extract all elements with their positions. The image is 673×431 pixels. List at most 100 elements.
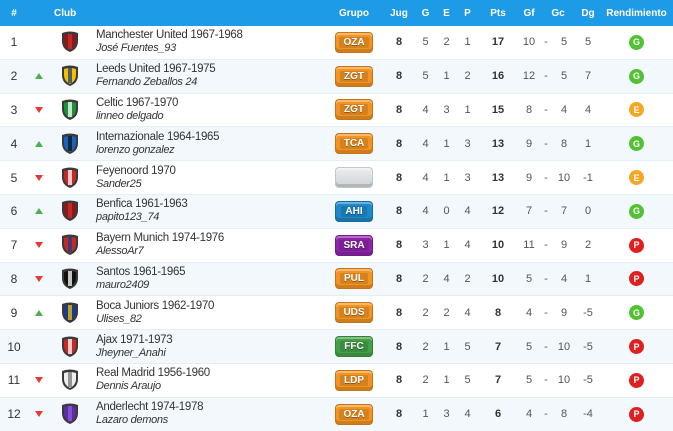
- header-club[interactable]: Club: [54, 7, 77, 19]
- played-cell: 8: [395, 171, 403, 184]
- group-badge[interactable]: LDP: [335, 369, 373, 391]
- trend-up-icon: [28, 208, 50, 215]
- manager-name[interactable]: papito123_74: [96, 211, 160, 224]
- lost-cell: 2: [464, 272, 471, 285]
- trend-up-icon: [28, 309, 50, 316]
- table-body: 1 Manchester United 1967-1968 José Fuentes…: [0, 26, 673, 431]
- goals-for-cell: 9: [525, 171, 533, 184]
- club-name[interactable]: Feyenoord 1970: [96, 164, 176, 177]
- table-row[interactable]: 2 Leeds United 1967-1975 Fernando Zeballos…: [0, 59, 673, 94]
- club-cell[interactable]: Ajax 1971-1973 Jheyner_Anahi: [90, 334, 325, 360]
- group-cell: TCA: [325, 133, 383, 155]
- trend-down-icon: [28, 377, 50, 384]
- group-code: UDS: [339, 307, 369, 319]
- club-cell[interactable]: Anderlecht 1974-1978 Lazaro demons: [90, 401, 325, 427]
- table-row[interactable]: 4 Internazionale 1964-1965 lorenzo gonzale…: [0, 127, 673, 162]
- lost-cell: 2: [464, 70, 471, 83]
- group-badge[interactable]: SRA: [335, 234, 373, 256]
- group-badge[interactable]: PUL: [335, 268, 373, 290]
- won-cell: 2: [422, 306, 429, 319]
- table-row[interactable]: 7 Bayern Munich 1974-1976 AlessoAr7 SRA 8 3 1 4…: [0, 228, 673, 263]
- club-cell[interactable]: Celtic 1967-1970 linneo delgado: [90, 97, 325, 123]
- header-rendimiento[interactable]: Rendimiento: [606, 7, 667, 19]
- played-cell: 8: [395, 36, 403, 49]
- group-badge[interactable]: ZGT: [335, 65, 373, 87]
- black-white-shield-icon: [50, 268, 90, 290]
- group-badge[interactable]: AHI: [335, 200, 373, 222]
- group-cell: ZGT: [325, 65, 383, 87]
- header-pos[interactable]: #: [11, 7, 17, 19]
- group-badge[interactable]: ZGT: [335, 99, 373, 121]
- manager-name[interactable]: Jheyner_Anahi: [96, 346, 166, 359]
- table-row[interactable]: 12 Anderlecht 1974-1978 Lazaro demons OZA 8 1…: [0, 397, 673, 431]
- goal-difference-cell: 0: [584, 205, 592, 218]
- group-badge[interactable]: TCA: [335, 133, 373, 155]
- club-cell[interactable]: Bayern Munich 1974-1976 AlessoAr7: [90, 232, 325, 258]
- club-name[interactable]: Anderlecht 1974-1978: [96, 401, 204, 414]
- header-jug[interactable]: Jug: [390, 7, 408, 19]
- club-name[interactable]: Boca Juniors 1962-1970: [96, 299, 215, 312]
- table-row[interactable]: 8 Santos 1961-1965 mauro2409 PUL 8 2 4 2 10 5-4 1 P: [0, 262, 673, 297]
- lost-cell: 4: [464, 239, 471, 252]
- table-row[interactable]: 11 Real Madrid 1956-1960 Dennis Araujo LDP 8…: [0, 363, 673, 398]
- header-p[interactable]: P: [464, 7, 471, 19]
- red-blue-shield-icon: [50, 234, 90, 256]
- header-pts[interactable]: Pts: [490, 7, 506, 19]
- club-cell[interactable]: Real Madrid 1956-1960 Dennis Araujo: [90, 367, 325, 393]
- table-row[interactable]: 10 Ajax 1971-1973 Jheyner_Anahi FFC 8 2 1 5 7 5-1…: [0, 330, 673, 364]
- header-gf[interactable]: Gf: [523, 7, 535, 19]
- rendimiento-badge: E: [629, 102, 644, 118]
- goals-for-cell: 8: [525, 103, 533, 116]
- group-cell: OZA: [325, 403, 383, 425]
- group-badge[interactable]: OZA: [335, 31, 373, 53]
- header-dg[interactable]: Dg: [581, 7, 595, 19]
- won-cell: 4: [422, 137, 429, 150]
- manager-name[interactable]: Sander25: [96, 177, 142, 190]
- header-e[interactable]: E: [443, 7, 450, 19]
- manager-name[interactable]: mauro2409: [96, 278, 149, 291]
- header-grupo[interactable]: Grupo: [339, 7, 369, 19]
- club-name[interactable]: Leeds United 1967-1975: [96, 63, 216, 76]
- club-cell[interactable]: Leeds United 1967-1975 Fernando Zeballos …: [90, 63, 325, 89]
- club-cell[interactable]: Internazionale 1964-1965 lorenzo gonzalez: [90, 131, 325, 157]
- header-gc[interactable]: Gc: [551, 7, 565, 19]
- table-row[interactable]: 9 Boca Juniors 1962-1970 Ulises_82 UDS 8 2 2 4 8…: [0, 296, 673, 331]
- club-name[interactable]: Internazionale 1964-1965: [96, 130, 220, 143]
- club-name[interactable]: Real Madrid 1956-1960: [96, 367, 210, 380]
- table-row[interactable]: 3 Celtic 1967-1970 linneo delgado ZGT 8 4 3 1 15…: [0, 93, 673, 128]
- group-badge[interactable]: FFC: [335, 336, 373, 358]
- header-g[interactable]: G: [421, 7, 430, 19]
- club-cell[interactable]: Feyenoord 1970 Sander25: [90, 165, 325, 191]
- manager-name[interactable]: José Fuentes_93: [96, 42, 176, 55]
- manager-name[interactable]: Ulises_82: [96, 312, 142, 325]
- group-badge[interactable]: UDS: [335, 302, 373, 324]
- manager-name[interactable]: Fernando Zeballos 24: [96, 76, 198, 89]
- trend-up-icon: [28, 140, 50, 147]
- club-name[interactable]: Benfica 1961-1963: [96, 198, 188, 211]
- club-name[interactable]: Manchester United 1967-1968: [96, 29, 243, 42]
- table-row[interactable]: 6 Benfica 1961-1963 papito123_74 AHI 8 4 0 4 12 7…: [0, 194, 673, 229]
- club-name[interactable]: Ajax 1971-1973: [96, 333, 173, 346]
- club-name[interactable]: Celtic 1967-1970: [96, 96, 179, 109]
- table-header: # Club Grupo Jug G E P Pts Gf Gc Dg Rend…: [0, 0, 673, 26]
- manager-name[interactable]: Lazaro demons: [96, 414, 168, 427]
- club-name[interactable]: Bayern Munich 1974-1976: [96, 232, 224, 245]
- club-name[interactable]: Santos 1961-1965: [96, 265, 186, 278]
- club-cell[interactable]: Benfica 1961-1963 papito123_74: [90, 198, 325, 224]
- group-badge[interactable]: [335, 167, 373, 189]
- table-row[interactable]: 1 Manchester United 1967-1968 José Fuentes…: [0, 26, 673, 60]
- won-cell: 5: [422, 36, 429, 49]
- manager-name[interactable]: Dennis Araujo: [96, 380, 161, 393]
- points-cell: 7: [494, 340, 502, 353]
- goals-for-cell: 4: [525, 408, 533, 421]
- table-row[interactable]: 5 Feyenoord 1970 Sander25 8 4 1 3 13 9-10 -1 E: [0, 161, 673, 195]
- manager-name[interactable]: AlessoAr7: [96, 245, 144, 258]
- group-badge[interactable]: OZA: [335, 403, 373, 425]
- manager-name[interactable]: linneo delgado: [96, 109, 164, 122]
- rendimiento-badge: G: [629, 136, 644, 152]
- group-code: FFC: [340, 341, 368, 353]
- club-cell[interactable]: Manchester United 1967-1968 José Fuentes_…: [90, 29, 325, 55]
- club-cell[interactable]: Santos 1961-1965 mauro2409: [90, 266, 325, 292]
- manager-name[interactable]: lorenzo gonzalez: [96, 143, 175, 156]
- club-cell[interactable]: Boca Juniors 1962-1970 Ulises_82: [90, 300, 325, 326]
